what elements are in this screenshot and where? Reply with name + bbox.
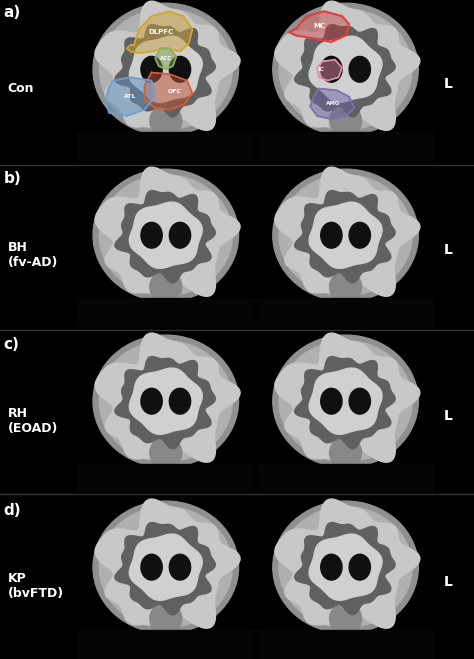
Text: L: L xyxy=(444,409,453,422)
Text: DLPFC: DLPFC xyxy=(148,29,173,35)
Text: ACC: ACC xyxy=(160,55,172,61)
Ellipse shape xyxy=(141,388,162,414)
Text: d): d) xyxy=(4,503,21,518)
Polygon shape xyxy=(115,523,215,615)
Polygon shape xyxy=(295,357,395,449)
Text: MC: MC xyxy=(313,23,325,29)
Ellipse shape xyxy=(279,507,412,627)
Polygon shape xyxy=(275,499,420,628)
Ellipse shape xyxy=(273,3,419,135)
Bar xyxy=(77,464,255,493)
Polygon shape xyxy=(129,368,202,434)
Bar xyxy=(257,298,434,327)
Polygon shape xyxy=(295,190,395,283)
Polygon shape xyxy=(275,1,420,130)
Polygon shape xyxy=(95,1,240,130)
Ellipse shape xyxy=(150,437,182,469)
Bar xyxy=(257,132,434,161)
Ellipse shape xyxy=(273,501,419,633)
Ellipse shape xyxy=(321,222,342,248)
Ellipse shape xyxy=(349,222,370,248)
Ellipse shape xyxy=(329,105,362,137)
Ellipse shape xyxy=(169,554,191,580)
Bar xyxy=(77,298,255,327)
Ellipse shape xyxy=(141,222,162,248)
Polygon shape xyxy=(275,167,420,297)
Polygon shape xyxy=(105,77,155,116)
Polygon shape xyxy=(309,368,382,434)
Polygon shape xyxy=(309,202,382,268)
Ellipse shape xyxy=(141,57,162,82)
Text: OFC: OFC xyxy=(168,90,182,94)
Ellipse shape xyxy=(329,271,362,303)
Ellipse shape xyxy=(93,169,238,301)
Text: AMG: AMG xyxy=(326,101,340,105)
Ellipse shape xyxy=(321,388,342,414)
Ellipse shape xyxy=(169,57,191,82)
Ellipse shape xyxy=(93,3,238,135)
Polygon shape xyxy=(127,11,192,53)
Ellipse shape xyxy=(279,9,412,130)
Polygon shape xyxy=(275,333,420,462)
Text: RH
(EOAD): RH (EOAD) xyxy=(8,407,58,434)
Text: b): b) xyxy=(4,171,21,186)
Ellipse shape xyxy=(273,169,419,301)
Bar xyxy=(77,132,255,161)
Ellipse shape xyxy=(99,175,232,296)
Polygon shape xyxy=(95,167,240,297)
Polygon shape xyxy=(155,48,176,69)
Polygon shape xyxy=(95,499,240,628)
Ellipse shape xyxy=(279,341,412,461)
Text: IC: IC xyxy=(317,67,324,72)
Text: c): c) xyxy=(4,337,19,352)
Polygon shape xyxy=(129,202,202,268)
Text: BH
(fv-AD): BH (fv-AD) xyxy=(8,241,58,269)
Ellipse shape xyxy=(349,554,370,580)
Ellipse shape xyxy=(279,175,412,296)
Ellipse shape xyxy=(329,437,362,469)
Polygon shape xyxy=(115,24,215,117)
Polygon shape xyxy=(309,534,382,600)
Ellipse shape xyxy=(329,602,362,635)
Bar xyxy=(257,464,434,493)
Polygon shape xyxy=(145,72,192,109)
Ellipse shape xyxy=(169,222,191,248)
Ellipse shape xyxy=(321,554,342,580)
Polygon shape xyxy=(317,59,342,80)
Polygon shape xyxy=(309,36,382,102)
Ellipse shape xyxy=(349,388,370,414)
Ellipse shape xyxy=(150,602,182,635)
Text: L: L xyxy=(444,243,453,257)
Text: L: L xyxy=(444,77,453,91)
Bar xyxy=(77,630,255,659)
Polygon shape xyxy=(129,534,202,600)
Text: KP
(bvFTD): KP (bvFTD) xyxy=(8,573,64,600)
Ellipse shape xyxy=(99,507,232,627)
Ellipse shape xyxy=(169,388,191,414)
Ellipse shape xyxy=(99,341,232,461)
Text: a): a) xyxy=(4,5,21,20)
Polygon shape xyxy=(295,523,395,615)
Bar xyxy=(257,630,434,659)
Ellipse shape xyxy=(150,271,182,303)
Polygon shape xyxy=(95,333,240,462)
Polygon shape xyxy=(115,357,215,449)
Text: Con: Con xyxy=(8,82,34,95)
Ellipse shape xyxy=(150,105,182,137)
Ellipse shape xyxy=(349,57,370,82)
Text: ATL: ATL xyxy=(124,94,137,99)
Polygon shape xyxy=(310,88,355,119)
Ellipse shape xyxy=(273,335,419,467)
Ellipse shape xyxy=(99,9,232,130)
Polygon shape xyxy=(289,11,349,42)
Polygon shape xyxy=(129,36,202,102)
Ellipse shape xyxy=(93,501,238,633)
Ellipse shape xyxy=(321,57,342,82)
Text: L: L xyxy=(444,575,453,588)
Ellipse shape xyxy=(141,554,162,580)
Ellipse shape xyxy=(93,335,238,467)
Polygon shape xyxy=(295,24,395,117)
Polygon shape xyxy=(115,190,215,283)
